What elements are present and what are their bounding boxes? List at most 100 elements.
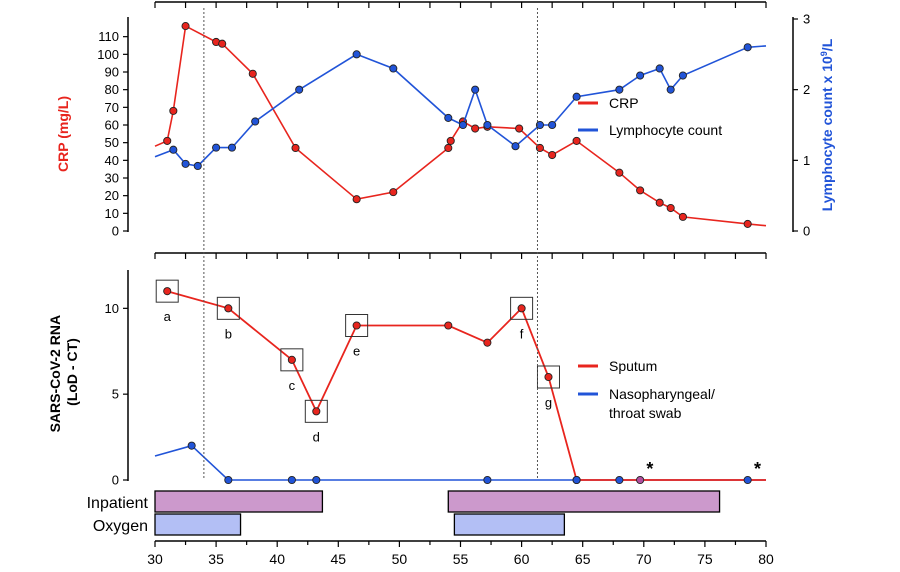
sample-label: e <box>353 344 360 359</box>
rna-tick-label: 10 <box>105 301 119 316</box>
swab-point <box>636 475 645 485</box>
bottom-panel: 0 5 10 a b c d e f g * * SARS-CoV-2 RNA (LoD - CT)… <box>47 252 767 488</box>
bottom-series: a b c d e f g * * <box>154 279 766 485</box>
crp-point <box>181 22 190 31</box>
x-tick-label: 30 <box>147 551 163 567</box>
x-tick-label: 70 <box>636 551 652 567</box>
status-bars: Inpatient Oxygen <box>87 490 721 536</box>
vertical-reference-lines <box>203 8 538 480</box>
lymphocyte-point <box>666 85 675 94</box>
x-axis: 30 35 40 45 50 55 60 65 70 75 80 <box>147 540 774 567</box>
sputum-point <box>544 372 553 382</box>
lymphocyte-point <box>636 71 645 80</box>
crp-tick-label: 10 <box>105 206 119 221</box>
lymphocyte-point <box>535 120 544 130</box>
crp-tick-label: 80 <box>105 82 119 97</box>
crp-point <box>471 124 480 133</box>
crp-point <box>444 143 453 153</box>
status-bar-rects <box>154 490 721 536</box>
swab-point <box>743 475 752 485</box>
lymphocyte-point <box>615 85 624 94</box>
x-tick-label: 55 <box>453 551 469 567</box>
lymphocyte-point <box>678 71 687 80</box>
rna-tick-label: 5 <box>112 387 119 402</box>
crp-point <box>655 198 664 207</box>
sample-label: f <box>520 326 524 341</box>
swab-point <box>224 475 233 485</box>
lymphocyte-point <box>483 120 492 130</box>
legend-sputum-label: Sputum <box>609 358 657 374</box>
asterisk-annotation: * <box>646 459 653 479</box>
x-tick-label: 65 <box>575 551 591 567</box>
crp-tick-label: 70 <box>105 100 119 115</box>
sputum-point <box>517 304 526 313</box>
top-panel: 0 10 20 30 40 50 60 70 80 90 100 110 0 1 2 3 CRP (mg/L)… <box>55 1 835 239</box>
crp-tick-label: 100 <box>97 47 119 62</box>
lymphocyte-point <box>251 117 260 126</box>
crp-tick-label: 0 <box>112 224 119 239</box>
swab-point <box>615 475 624 485</box>
lymphocyte-point <box>227 143 237 152</box>
swab-point <box>483 475 492 485</box>
lymphocyte-point <box>169 145 178 154</box>
crp-tick-label: 20 <box>105 188 119 203</box>
inpatient-bar <box>154 490 324 513</box>
oxygen-bar <box>154 513 242 536</box>
swab-point <box>187 441 196 450</box>
sample-box <box>155 279 179 303</box>
rna-axis-label-line2: (LoD - CT) <box>64 338 80 406</box>
lymphocyte-point <box>212 143 221 152</box>
oxygen-label: Oxygen <box>93 518 148 535</box>
swab-lead-in <box>154 444 192 457</box>
crp-point <box>666 203 675 213</box>
sample-box <box>304 399 328 423</box>
lymphocyte-tick-label: 3 <box>803 12 810 27</box>
rna-tick-label: 0 <box>112 473 119 488</box>
crp-point <box>446 136 455 145</box>
swab-point <box>312 475 321 485</box>
lymphocyte-point <box>511 142 520 151</box>
lymphocyte-axis-label: Lymphocyte count x 109/L <box>819 38 835 211</box>
lymphocyte-point <box>655 64 664 73</box>
sputum-point <box>352 321 361 330</box>
crp-point <box>535 143 544 153</box>
sample-box <box>280 348 304 372</box>
lymphocyte-point <box>458 120 467 130</box>
crp-point <box>352 195 361 204</box>
inpatient-bar <box>447 490 721 513</box>
sputum-point <box>483 338 492 347</box>
lymphocyte-point <box>548 120 557 130</box>
bottom-axes: 0 5 10 <box>105 252 767 488</box>
lymphocyte-point <box>743 43 752 52</box>
crp-point <box>291 143 300 153</box>
legend-crp-label: CRP <box>609 95 639 111</box>
sample-box <box>510 296 534 320</box>
x-tick-label: 45 <box>331 551 347 567</box>
crp-point <box>743 219 752 228</box>
crp-point <box>678 212 687 221</box>
crp-point <box>515 124 524 133</box>
sample-label: a <box>164 309 172 324</box>
sputum-point <box>163 287 172 296</box>
x-tick-label: 50 <box>392 551 408 567</box>
legend-swab-label: Nasopharyngeal/ <box>609 386 715 402</box>
lymphocyte-point <box>352 50 361 59</box>
crp-point <box>169 106 178 115</box>
swab-point <box>572 475 581 485</box>
swab-point <box>287 475 296 485</box>
rna-axis-label: SARS-CoV-2 RNA (LoD - CT) <box>47 312 80 433</box>
x-tick-label: 35 <box>208 551 224 567</box>
lymphocyte-point <box>181 159 190 168</box>
rna-axis-label-line1: SARS-CoV-2 RNA <box>47 315 63 432</box>
lymphocyte-point <box>295 85 304 94</box>
bottom-legend: Sputum Nasopharyngeal/ throat swab <box>578 358 715 421</box>
legend-swab-label-line2: throat swab <box>609 405 682 421</box>
asterisk-annotation: * <box>754 459 761 479</box>
crp-tick-label: 110 <box>98 29 119 44</box>
lymphocyte-point <box>572 92 581 101</box>
crp-axis-label: CRP (mg/L) <box>55 96 71 172</box>
crp-point <box>218 39 227 48</box>
crp-tick-label: 60 <box>105 118 119 133</box>
crp-point <box>636 186 645 195</box>
top-axes: 0 10 20 30 40 50 60 70 80 90 100 110 0 1 2 3 <box>97 1 810 239</box>
